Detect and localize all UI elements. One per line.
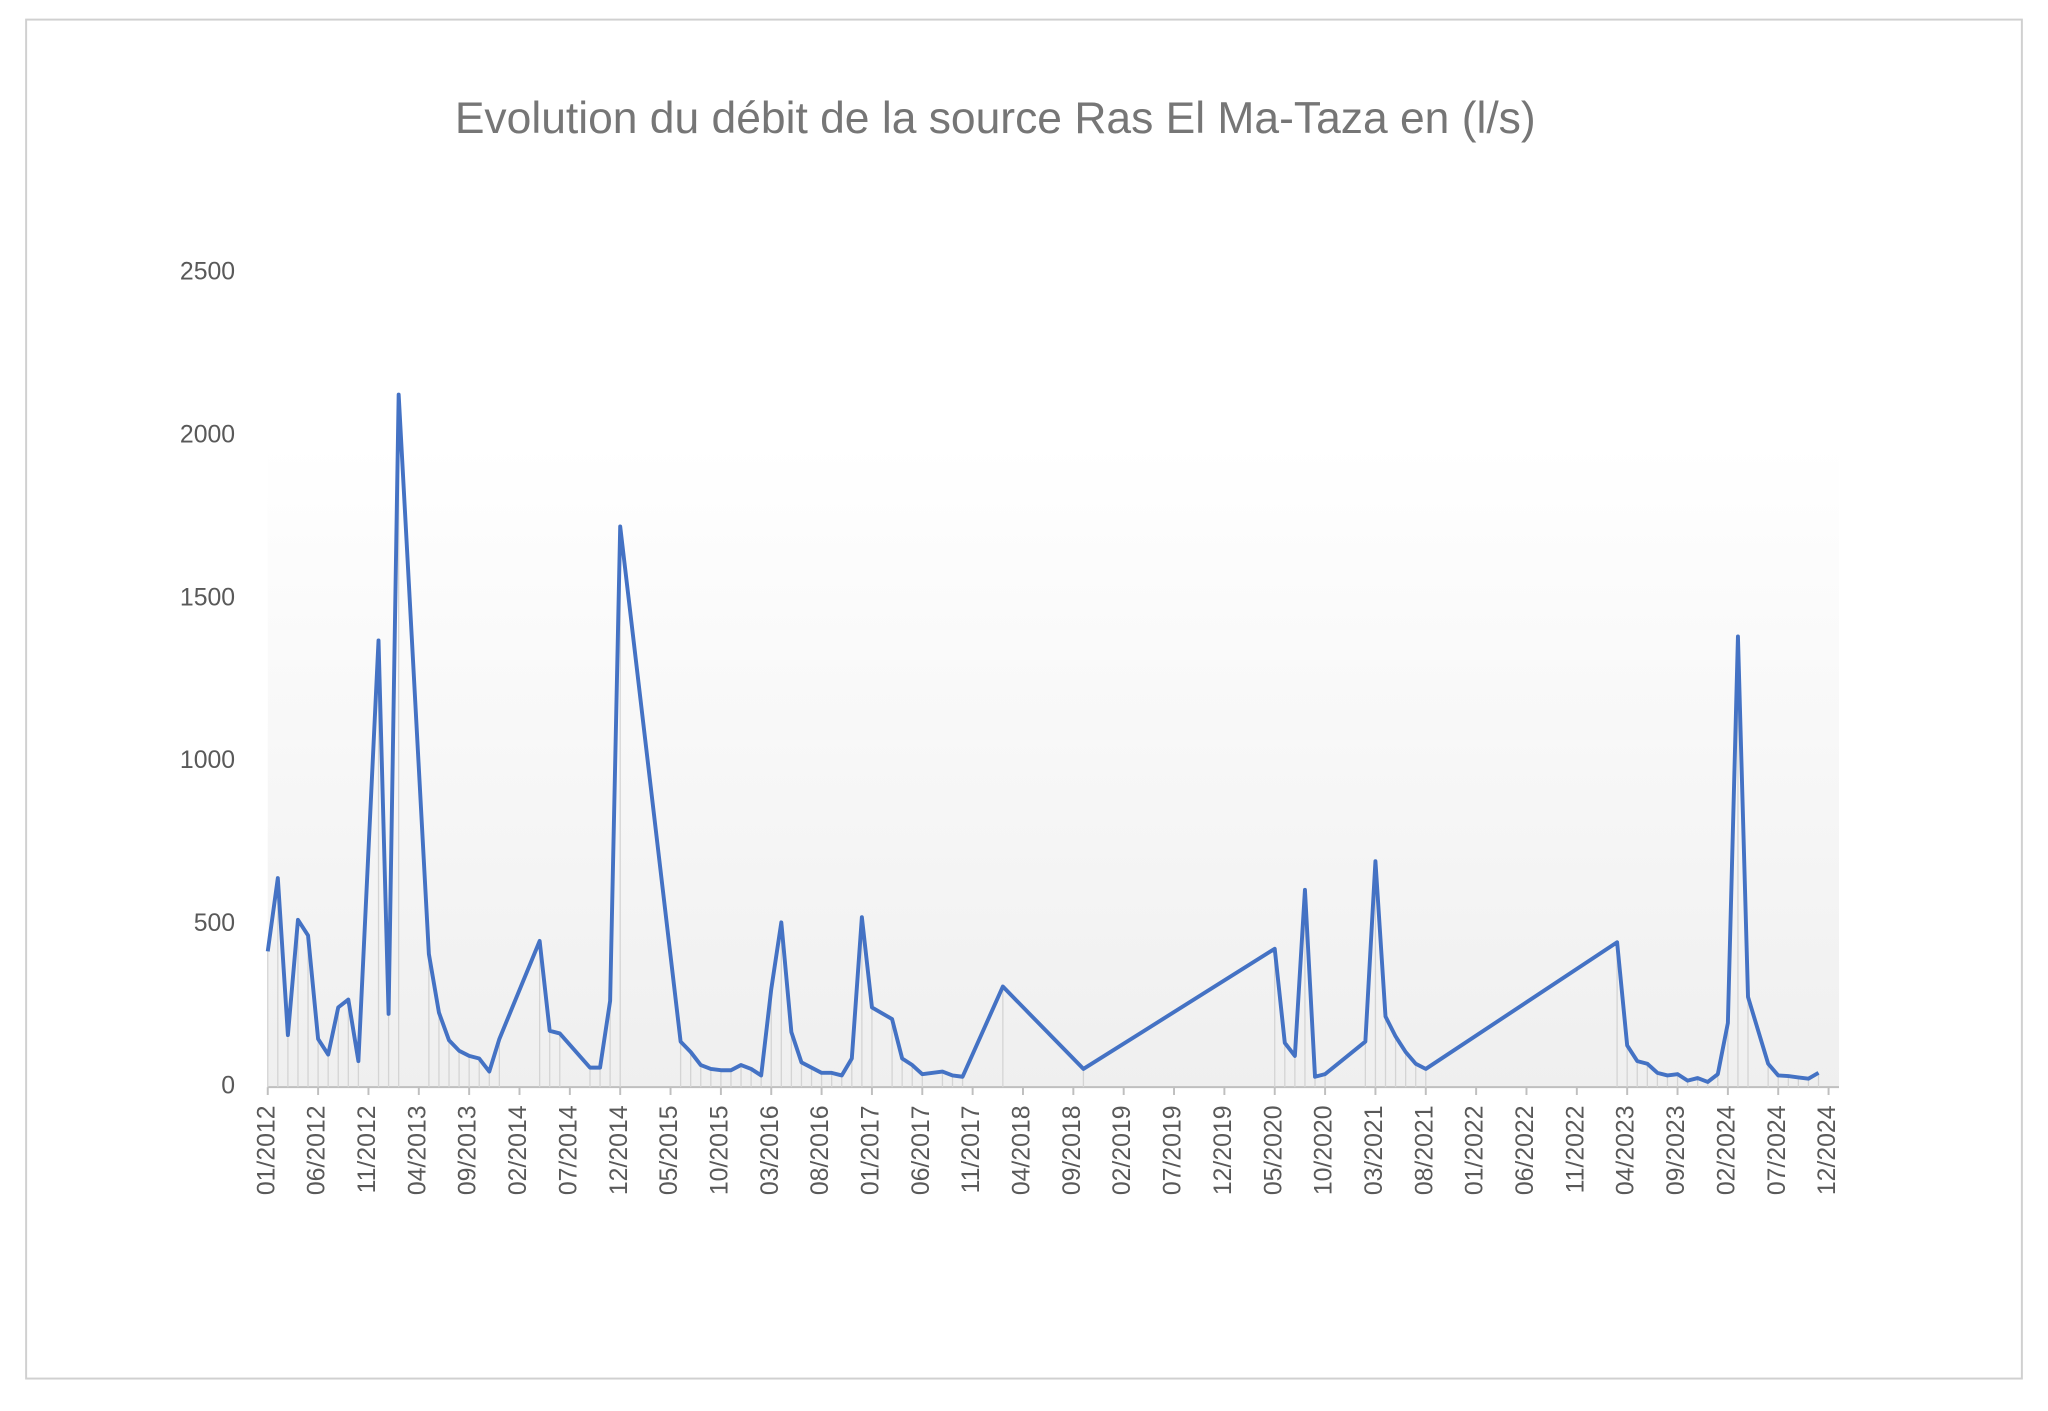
x-tick-label: 12/2024 <box>1814 1105 1841 1195</box>
x-tick-label: 11/2022 <box>1562 1105 1589 1193</box>
plot-background <box>267 444 1840 1088</box>
x-tick-label: 01/2022 <box>1462 1105 1489 1195</box>
x-tick-label: 10/2015 <box>706 1105 733 1195</box>
x-tick-label: 12/2019 <box>1210 1105 1237 1195</box>
y-tick-label: 0 <box>221 1073 235 1100</box>
x-tick-label: 11/2012 <box>354 1105 381 1193</box>
x-tick-label: 02/2024 <box>1713 1105 1740 1195</box>
x-tick-label: 09/2018 <box>1059 1105 1086 1195</box>
x-tick-label: 05/2015 <box>656 1105 683 1195</box>
x-tick-label: 04/2023 <box>1613 1105 1640 1195</box>
x-tick-label: 09/2013 <box>455 1105 482 1195</box>
x-tick-label: 01/2012 <box>253 1105 280 1195</box>
x-tick-label: 02/2019 <box>1109 1105 1136 1195</box>
x-tick-label: 08/2021 <box>1411 1105 1438 1195</box>
y-tick-label: 1500 <box>180 584 235 611</box>
data-line <box>265 392 1820 1084</box>
x-tick-label: 11/2017 <box>958 1105 985 1193</box>
x-tick-label: 09/2023 <box>1663 1105 1690 1195</box>
y-tick-label: 2000 <box>180 421 235 448</box>
x-tick-label: 02/2014 <box>505 1105 532 1195</box>
x-tick-label: 03/2021 <box>1361 1105 1388 1195</box>
x-tick-label: 08/2016 <box>807 1105 834 1195</box>
x-tick-label: 01/2017 <box>858 1105 885 1195</box>
x-tick-label: 05/2020 <box>1260 1105 1287 1195</box>
x-tick-label: 07/2014 <box>555 1105 582 1195</box>
chart-title: Evolution du débit de la source Ras El M… <box>455 94 1536 143</box>
x-tick-label: 07/2024 <box>1764 1105 1791 1195</box>
x-tick-label: 06/2022 <box>1512 1105 1539 1195</box>
x-tick-label: 12/2014 <box>606 1105 633 1195</box>
x-tick-label: 06/2012 <box>304 1105 331 1195</box>
x-tick-label: 04/2013 <box>404 1105 431 1195</box>
x-tick-label: 06/2017 <box>908 1105 935 1195</box>
x-tick-label: 10/2020 <box>1311 1105 1338 1195</box>
x-tick-label: 07/2019 <box>1160 1105 1187 1195</box>
y-tick-label: 2500 <box>180 259 235 286</box>
x-tick-label: 03/2016 <box>757 1105 784 1195</box>
y-tick-label: 500 <box>194 910 235 937</box>
x-tick-label: 04/2018 <box>1009 1105 1036 1195</box>
y-tick-label: 1000 <box>180 747 235 774</box>
